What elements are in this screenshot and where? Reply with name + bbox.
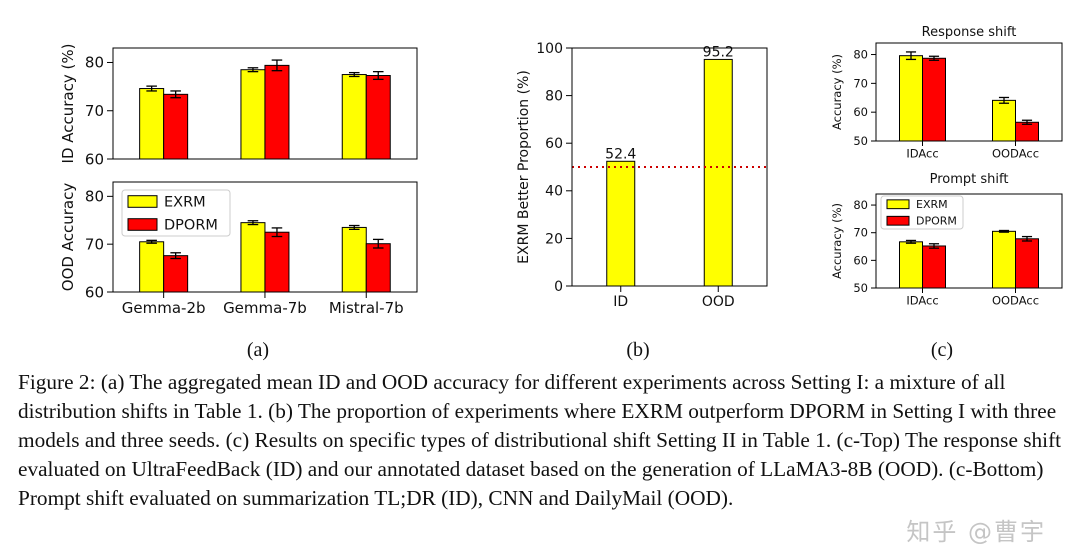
a-bottom-xtick-label-1: Gemma-7b bbox=[223, 299, 307, 317]
a-bottom-bar-dporm-0 bbox=[163, 255, 189, 293]
a-bottom-bar-exrm-2 bbox=[341, 226, 367, 293]
c-top-ytick-label-1: 60 bbox=[853, 105, 868, 119]
a-top-ytick-label-1: 70 bbox=[85, 102, 104, 120]
a-top-bar-exrm-1 bbox=[240, 69, 266, 160]
c-bottom-bar-dporm-0 bbox=[922, 245, 946, 289]
b-xtick-label-0: ID bbox=[613, 294, 628, 310]
b-ytick-label-3: 60 bbox=[545, 136, 563, 152]
c-bottom-xtick-label-1: OODAcc bbox=[992, 294, 1039, 308]
a-top-bar-dporm-0 bbox=[163, 93, 189, 160]
b-data-label-1: 95.2 bbox=[703, 44, 734, 60]
watermark: 知乎 @曹宇 bbox=[906, 518, 1046, 546]
c-top-y-axis-label: Accuracy (%) bbox=[830, 54, 844, 130]
b-ytick-label-0: 0 bbox=[554, 279, 563, 295]
c-bottom-ytick-label-3: 80 bbox=[853, 198, 868, 212]
c-bottom-ytick-label-1: 60 bbox=[853, 253, 868, 267]
b-plot-frame bbox=[571, 47, 768, 287]
a-bottom-bar-exrm-0 bbox=[139, 241, 165, 293]
c-bottom-bar-exrm-0 bbox=[899, 241, 923, 289]
a-top-ytick-label-0: 60 bbox=[85, 150, 104, 168]
c-bottom-title: Prompt shift bbox=[930, 172, 1009, 187]
b-ytick-label-5: 100 bbox=[536, 41, 563, 57]
c-top-ytick-label-0: 50 bbox=[853, 134, 868, 148]
c-top-ytick-label-3: 80 bbox=[853, 48, 868, 62]
a-top-bar-dporm-1 bbox=[264, 64, 290, 160]
c-bottom-y-axis-label: Accuracy (%) bbox=[830, 203, 844, 279]
b-data-label-0: 52.4 bbox=[605, 146, 636, 162]
subfigure-label-0: (a) bbox=[247, 339, 269, 361]
subfigure-label-2: (c) bbox=[931, 339, 953, 361]
b-ytick-label-2: 40 bbox=[545, 184, 563, 200]
c-bottom-bar-exrm-1 bbox=[992, 230, 1016, 289]
c-top-xtick-label-0: IDAcc bbox=[906, 147, 938, 161]
a-top-bar-exrm-2 bbox=[341, 74, 367, 160]
c-bottom-ytick-label-2: 70 bbox=[853, 226, 868, 240]
c-bottom-plot-frame bbox=[875, 193, 1063, 289]
a-bottom-ytick-label-2: 80 bbox=[85, 188, 104, 206]
c-top-plot-frame bbox=[875, 42, 1063, 142]
c-bottom-xtick-label-0: IDAcc bbox=[906, 294, 938, 308]
a-top-ytick-label-2: 80 bbox=[85, 54, 104, 72]
a-bottom-xtick-label-2: Mistral-7b bbox=[329, 299, 404, 317]
a-top-plot-frame bbox=[112, 47, 418, 160]
c-top-bar-exrm-1 bbox=[992, 99, 1016, 142]
a-bottom-ytick-label-0: 60 bbox=[85, 283, 104, 301]
c-bottom-legend-swatch-0 bbox=[886, 199, 910, 210]
b-y-axis-label: EXRM Better Proportion (%) bbox=[516, 70, 532, 264]
c-bottom-ytick-label-0: 50 bbox=[853, 281, 868, 295]
c-top-title: Response shift bbox=[922, 25, 1017, 40]
a-bottom-ytick-label-1: 70 bbox=[85, 235, 104, 253]
c-top-xtick-label-1: OODAcc bbox=[992, 147, 1039, 161]
c-bottom-legend-label-0: EXRM bbox=[916, 198, 948, 211]
c-top-bar-exrm-0 bbox=[899, 55, 923, 142]
a-bottom-bar-dporm-2 bbox=[365, 243, 391, 293]
a-bottom-legend-label-0: EXRM bbox=[164, 195, 206, 211]
a-bottom-bar-dporm-1 bbox=[264, 231, 290, 293]
a-bottom-bar-exrm-1 bbox=[240, 222, 266, 293]
b-bar-exrm-1 bbox=[703, 58, 733, 287]
figure-caption: Figure 2: (a) The aggregated mean ID and… bbox=[18, 370, 1062, 510]
c-top-ytick-label-2: 70 bbox=[853, 76, 868, 90]
c-bottom-bar-dporm-1 bbox=[1015, 238, 1039, 289]
a-bottom-legend-swatch-1 bbox=[127, 218, 158, 231]
b-ytick-label-1: 20 bbox=[545, 231, 563, 247]
c-top-bar-dporm-1 bbox=[1015, 121, 1039, 142]
b-ytick-label-4: 80 bbox=[545, 89, 563, 105]
subfigure-label-1: (b) bbox=[626, 339, 649, 361]
c-bottom-legend-label-1: DPORM bbox=[916, 215, 957, 228]
c-bottom-legend-swatch-1 bbox=[886, 215, 910, 226]
a-bottom-legend-swatch-0 bbox=[127, 195, 158, 208]
b-bar-exrm-0 bbox=[606, 160, 636, 287]
a-bottom-legend-label-1: DPORM bbox=[164, 218, 218, 234]
figure-charts: 60 70 80 ID Accuracy (%) Gemma-2b Gemma-7b Mis… bbox=[59, 25, 1063, 361]
a-bottom-plot-frame bbox=[112, 181, 418, 293]
a-top-bar-dporm-2 bbox=[365, 75, 391, 160]
b-xtick-label-1: OOD bbox=[702, 294, 735, 310]
c-top-bar-dporm-0 bbox=[922, 57, 946, 142]
a-top-y-axis-label: ID Accuracy (%) bbox=[59, 44, 77, 164]
a-bottom-xtick-label-0: Gemma-2b bbox=[122, 299, 206, 317]
a-bottom-y-axis-label: OOD Accuracy bbox=[59, 183, 77, 292]
a-top-bar-exrm-0 bbox=[139, 88, 165, 160]
